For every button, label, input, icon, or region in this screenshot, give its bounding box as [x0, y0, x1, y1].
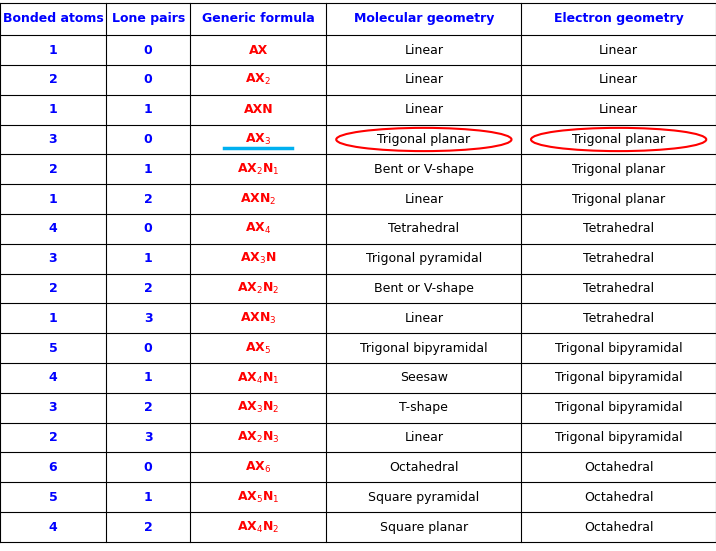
Text: Lone pairs: Lone pairs — [112, 13, 185, 25]
Text: Trigonal planar: Trigonal planar — [572, 193, 665, 206]
Text: 4: 4 — [49, 521, 57, 533]
Text: AX$_4$: AX$_4$ — [246, 222, 271, 236]
Text: 0: 0 — [144, 342, 153, 355]
Text: AX$_3$N$_2$: AX$_3$N$_2$ — [237, 400, 280, 415]
Text: AXN$_2$: AXN$_2$ — [241, 192, 276, 207]
Text: Trigonal bipyramidal: Trigonal bipyramidal — [555, 342, 682, 355]
Text: 0: 0 — [144, 223, 153, 235]
Text: 1: 1 — [144, 252, 153, 265]
Text: 3: 3 — [144, 312, 153, 325]
Text: AX$_4$N$_1$: AX$_4$N$_1$ — [237, 370, 280, 386]
Text: 1: 1 — [144, 163, 153, 176]
Text: AX$_2$N$_1$: AX$_2$N$_1$ — [237, 162, 280, 177]
Text: AX$_2$N$_2$: AX$_2$N$_2$ — [237, 281, 280, 296]
Text: 1: 1 — [144, 491, 153, 504]
Text: AX: AX — [249, 44, 268, 57]
Text: 0: 0 — [144, 44, 153, 57]
Text: AX$_6$: AX$_6$ — [246, 460, 271, 475]
Text: 4: 4 — [49, 371, 57, 385]
Text: 1: 1 — [49, 103, 57, 116]
Text: AX$_3$: AX$_3$ — [246, 132, 271, 147]
Text: 3: 3 — [49, 133, 57, 146]
Text: 0: 0 — [144, 461, 153, 474]
Text: 5: 5 — [49, 491, 57, 504]
Text: Octahedral: Octahedral — [584, 461, 654, 474]
Text: 2: 2 — [49, 431, 57, 444]
Text: Linear: Linear — [405, 193, 443, 206]
Text: 6: 6 — [49, 461, 57, 474]
Text: AX$_2$N$_3$: AX$_2$N$_3$ — [237, 430, 280, 445]
Text: Trigonal planar: Trigonal planar — [572, 163, 665, 176]
Text: Linear: Linear — [405, 44, 443, 57]
Text: Octahedral: Octahedral — [584, 521, 654, 533]
Text: Molecular geometry: Molecular geometry — [354, 13, 494, 25]
Text: AXN: AXN — [243, 103, 274, 116]
Text: Trigonal bipyramidal: Trigonal bipyramidal — [360, 342, 488, 355]
Text: 5: 5 — [49, 342, 57, 355]
Text: Trigonal bipyramidal: Trigonal bipyramidal — [555, 431, 682, 444]
Text: Octahedral: Octahedral — [389, 461, 459, 474]
Text: Trigonal pyramidal: Trigonal pyramidal — [366, 252, 482, 265]
Text: 2: 2 — [49, 73, 57, 87]
Text: Linear: Linear — [405, 312, 443, 325]
Text: AX$_3$N: AX$_3$N — [240, 251, 277, 266]
Text: Tetrahedral: Tetrahedral — [583, 282, 654, 295]
Text: 3: 3 — [49, 252, 57, 265]
Text: 2: 2 — [144, 282, 153, 295]
Text: T-shape: T-shape — [400, 401, 448, 414]
Text: 0: 0 — [144, 73, 153, 87]
Text: Tetrahedral: Tetrahedral — [583, 223, 654, 235]
Text: Seesaw: Seesaw — [400, 371, 448, 385]
Text: Trigonal planar: Trigonal planar — [572, 133, 665, 146]
Text: 2: 2 — [144, 401, 153, 414]
Text: Linear: Linear — [599, 44, 638, 57]
Text: 3: 3 — [49, 401, 57, 414]
Text: AX$_2$: AX$_2$ — [246, 72, 271, 88]
Text: Tetrahedral: Tetrahedral — [583, 312, 654, 325]
Text: 4: 4 — [49, 223, 57, 235]
Text: 3: 3 — [144, 431, 153, 444]
Text: 1: 1 — [144, 371, 153, 385]
Text: 1: 1 — [49, 193, 57, 206]
Text: Linear: Linear — [599, 73, 638, 87]
Text: Generic formula: Generic formula — [202, 13, 315, 25]
Text: Linear: Linear — [405, 103, 443, 116]
Text: Trigonal bipyramidal: Trigonal bipyramidal — [555, 401, 682, 414]
Text: Tetrahedral: Tetrahedral — [583, 252, 654, 265]
Text: 0: 0 — [144, 133, 153, 146]
Text: AX$_5$: AX$_5$ — [246, 341, 271, 356]
Text: Square planar: Square planar — [379, 521, 468, 533]
Text: Trigonal bipyramidal: Trigonal bipyramidal — [555, 371, 682, 385]
Text: 1: 1 — [144, 103, 153, 116]
Text: 1: 1 — [49, 44, 57, 57]
Text: Bent or V-shape: Bent or V-shape — [374, 163, 474, 176]
Text: Electron geometry: Electron geometry — [553, 13, 684, 25]
Text: 2: 2 — [49, 282, 57, 295]
Text: Linear: Linear — [599, 103, 638, 116]
Text: AX$_4$N$_2$: AX$_4$N$_2$ — [237, 520, 280, 534]
Text: Trigonal planar: Trigonal planar — [377, 133, 470, 146]
Text: 1: 1 — [49, 312, 57, 325]
Text: Linear: Linear — [405, 431, 443, 444]
Text: 2: 2 — [49, 163, 57, 176]
Text: AX$_5$N$_1$: AX$_5$N$_1$ — [237, 490, 280, 505]
Text: 2: 2 — [144, 521, 153, 533]
Text: 2: 2 — [144, 193, 153, 206]
Text: Square pyramidal: Square pyramidal — [368, 491, 480, 504]
Text: Octahedral: Octahedral — [584, 491, 654, 504]
Text: Bonded atoms: Bonded atoms — [3, 13, 103, 25]
Text: Bent or V-shape: Bent or V-shape — [374, 282, 474, 295]
Text: Tetrahedral: Tetrahedral — [388, 223, 460, 235]
Text: AXN$_3$: AXN$_3$ — [240, 311, 277, 326]
Text: Linear: Linear — [405, 73, 443, 87]
